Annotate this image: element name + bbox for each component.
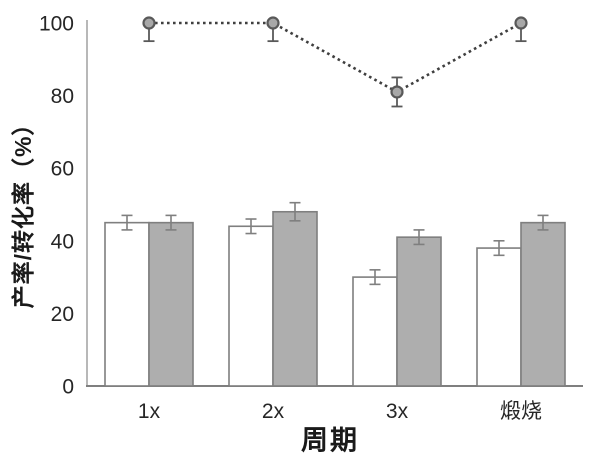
x-category-label: 3x — [386, 400, 409, 423]
gray-bars-bar — [396, 236, 442, 387]
dotted-line-path — [149, 21, 522, 94]
gray-bars-bar — [272, 210, 318, 387]
white-bars-bar — [476, 247, 522, 387]
y-tick-label: 60 — [51, 158, 74, 181]
y-tick-label: 100 — [39, 13, 74, 36]
x-category-label: 煅烧 — [500, 400, 542, 423]
white-bars-bar — [352, 276, 398, 387]
y-tick-label: 40 — [51, 230, 74, 253]
white-bars-bar — [228, 225, 274, 387]
x-axis-title: 周期 — [301, 425, 359, 456]
line-marker — [142, 16, 156, 30]
gray-bars-bar — [148, 221, 194, 387]
line-marker — [390, 85, 404, 99]
x-category-label: 1x — [138, 400, 161, 423]
white-bars-bar — [104, 221, 150, 387]
y-axis-title: 产率/转化率（%） — [10, 111, 36, 309]
y-tick-label: 80 — [51, 85, 74, 108]
line-marker — [266, 16, 280, 30]
gray-bars-bar — [520, 221, 566, 387]
y-tick-label: 0 — [62, 376, 74, 399]
line-marker — [514, 16, 528, 30]
x-category-label: 2x — [262, 400, 285, 423]
y-tick-label: 20 — [51, 303, 74, 326]
